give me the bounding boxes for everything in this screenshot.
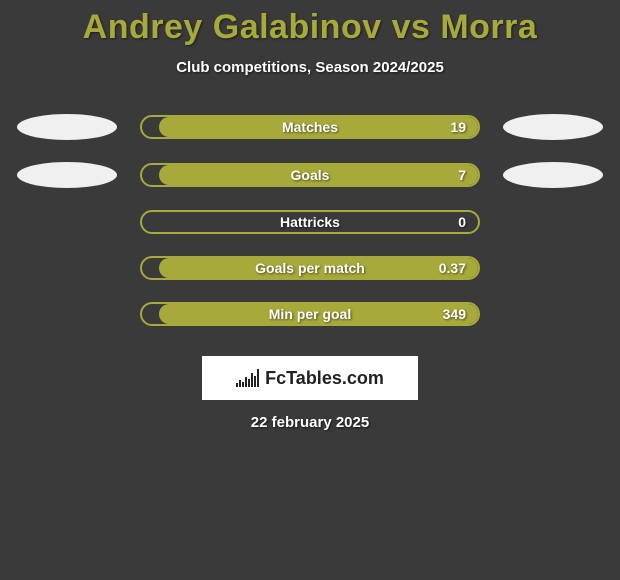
stat-value: 7: [458, 167, 466, 183]
stats-container: Matches 19 Goals 7 Hattricks 0 Goals per match…: [0, 114, 620, 326]
date-label: 22 february 2025: [0, 414, 620, 431]
stat-label: Hattricks: [280, 214, 340, 230]
stat-label: Min per goal: [269, 306, 351, 322]
stat-value: 0.37: [439, 260, 466, 276]
stat-row: Min per goal 349: [0, 302, 620, 326]
stat-bar: Hattricks 0: [140, 210, 480, 234]
stat-value: 19: [450, 119, 466, 135]
page-subtitle: Club competitions, Season 2024/2025: [0, 59, 620, 76]
fctables-logo: FcTables.com: [202, 356, 418, 400]
left-player-slot: [12, 114, 122, 140]
stat-bar: Goals per match 0.37: [140, 256, 480, 280]
player-ellipse: [503, 162, 603, 188]
left-player-slot: [12, 162, 122, 188]
player-ellipse: [503, 114, 603, 140]
page-title: Andrey Galabinov vs Morra: [0, 8, 620, 47]
stat-row: Goals per match 0.37: [0, 256, 620, 280]
stat-row: Hattricks 0: [0, 210, 620, 234]
stat-bar: Matches 19: [140, 115, 480, 139]
stat-value: 0: [458, 214, 466, 230]
right-player-slot: [498, 114, 608, 140]
stat-label: Goals: [291, 167, 330, 183]
stat-row: Goals 7: [0, 162, 620, 188]
logo-text: FcTables.com: [265, 368, 384, 389]
stat-label: Goals per match: [255, 260, 365, 276]
stat-value: 349: [443, 306, 466, 322]
stat-row: Matches 19: [0, 114, 620, 140]
player-ellipse: [17, 162, 117, 188]
player-ellipse: [17, 114, 117, 140]
stat-bar: Min per goal 349: [140, 302, 480, 326]
stat-label: Matches: [282, 119, 338, 135]
stat-bar: Goals 7: [140, 163, 480, 187]
right-player-slot: [498, 162, 608, 188]
chart-icon: [236, 369, 259, 387]
